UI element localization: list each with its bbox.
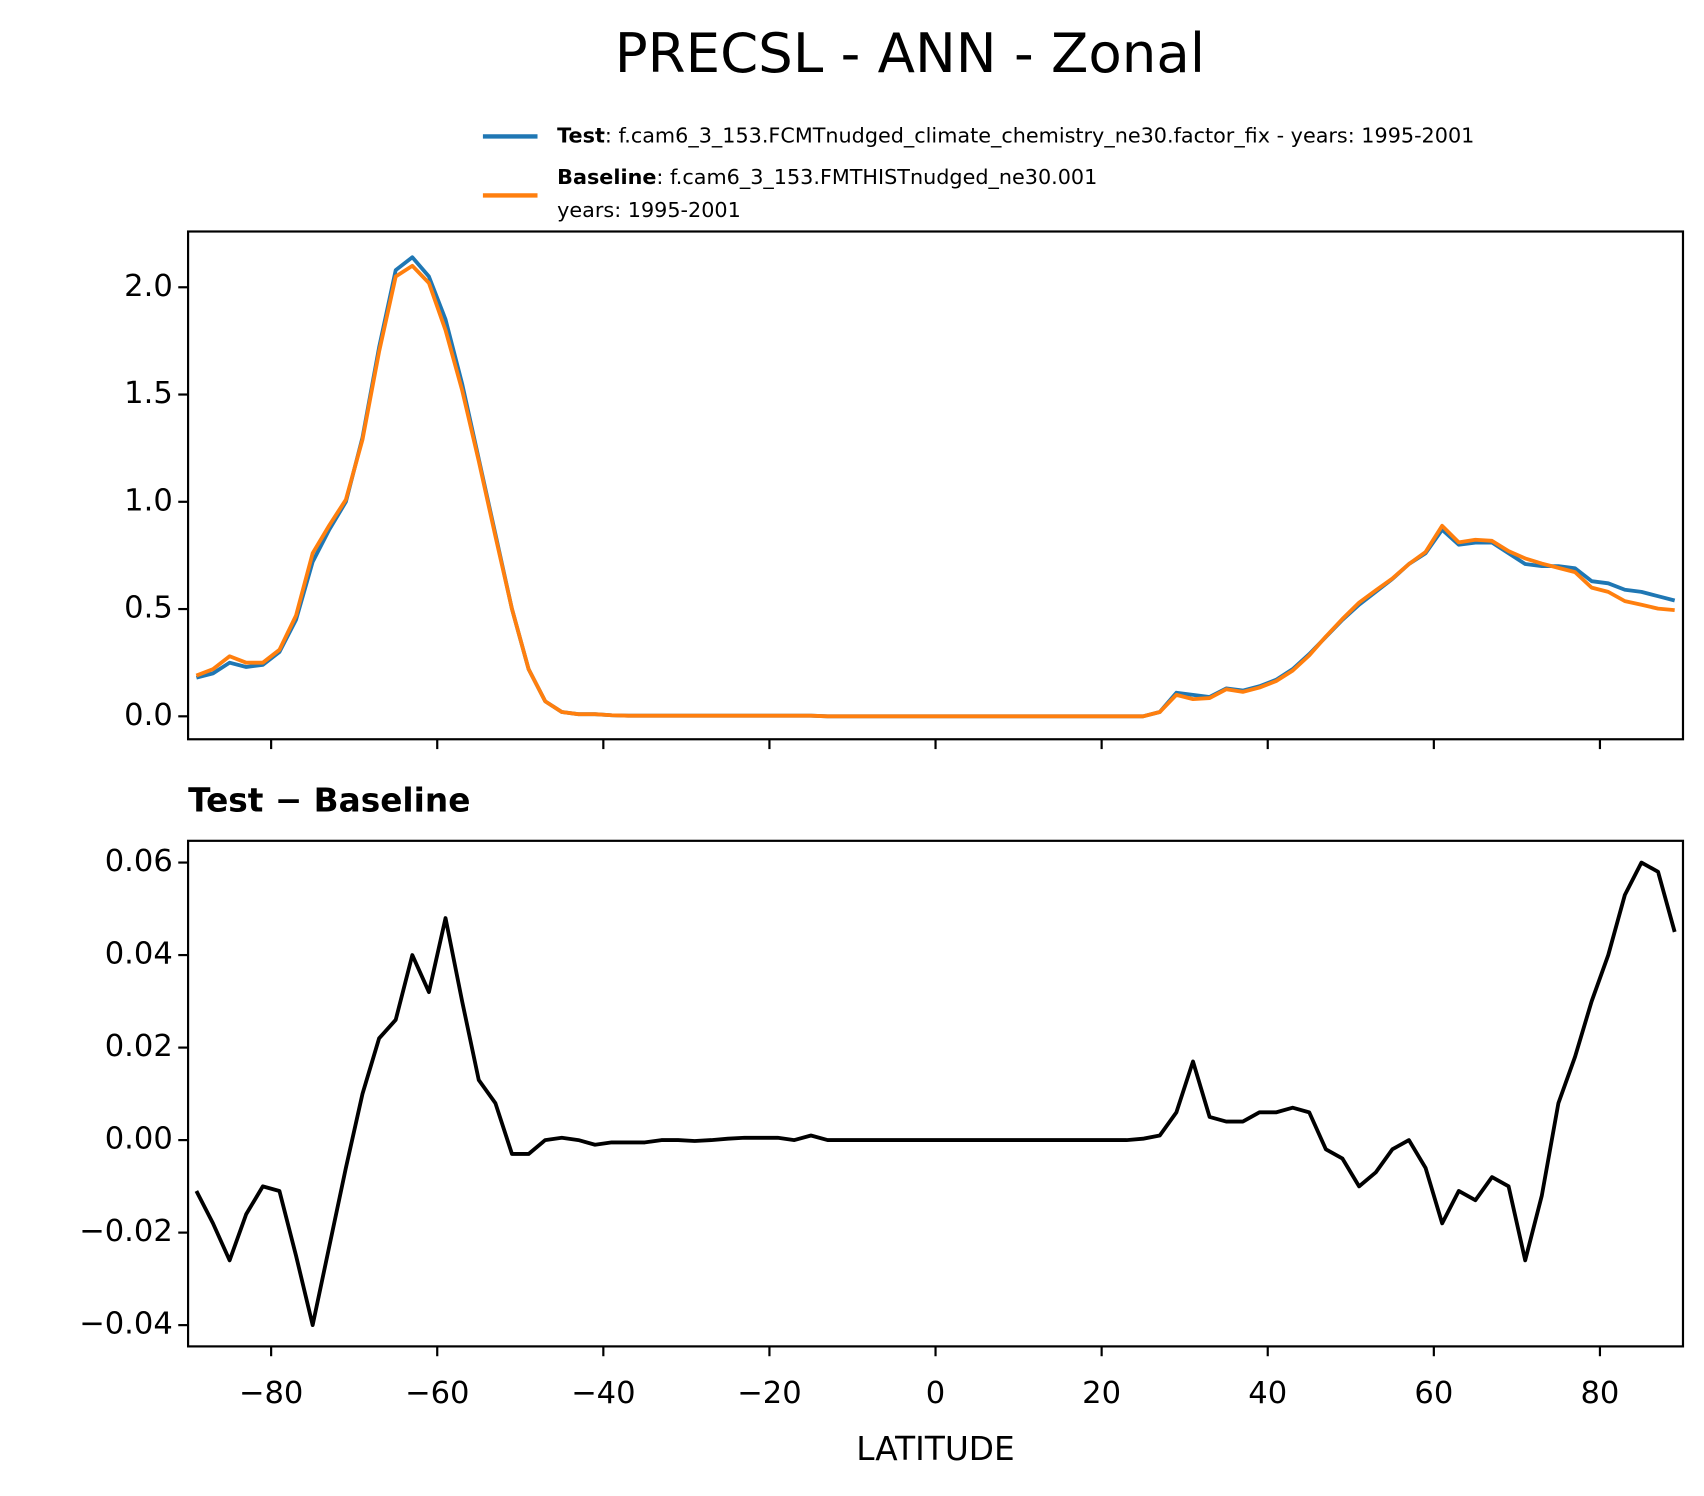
legend-name: Baseline — [557, 165, 656, 189]
x-tick-label: −20 — [737, 1376, 801, 1411]
x-tick-label: 0 — [926, 1376, 945, 1411]
legend-name: Test — [557, 123, 605, 147]
axes-frame — [186, 230, 1685, 741]
x-tick-label: 40 — [1248, 1376, 1287, 1411]
y-tick-label: 1.5 — [124, 376, 173, 411]
legend-label: Baseline: f.cam6_3_153.FMTHISTnudged_ne3… — [557, 165, 1097, 190]
series-line — [194, 860, 1677, 1328]
x-tick-label: −60 — [405, 1376, 469, 1411]
x-tick-label: 60 — [1414, 1376, 1453, 1411]
y-tick-label: 0.00 — [105, 1122, 173, 1157]
y-tick-label: 1.0 — [124, 483, 173, 518]
x-axis-label: LATITUDE — [856, 1430, 1014, 1468]
legend-label: Test: f.cam6_3_153.FCMTnudged_climate_ch… — [557, 123, 1474, 148]
series-line — [195, 255, 1676, 719]
y-tick-label: 0.06 — [105, 844, 173, 879]
y-tick-label: 0.02 — [105, 1029, 173, 1064]
y-tick-label: 0.04 — [105, 937, 173, 972]
legend-description: : f.cam6_3_153.FMTHISTnudged_ne30.001 — [656, 165, 1097, 190]
legend-description: years: 1995-2001 — [557, 198, 741, 222]
y-tick-label: 0.5 — [124, 591, 173, 626]
y-tick-label: 2.0 — [124, 269, 173, 304]
x-tick-label: 20 — [1082, 1376, 1121, 1411]
series-line — [195, 263, 1675, 719]
x-tick-label: −80 — [239, 1376, 303, 1411]
axes-title: Test − Baseline — [188, 782, 470, 820]
x-tick-label: 80 — [1580, 1376, 1619, 1411]
y-tick-label: 0.0 — [124, 698, 173, 733]
figure-title: PRECSL - ANN - Zonal — [615, 21, 1205, 85]
y-tick-label: −0.02 — [79, 1214, 173, 1249]
axes-frame — [186, 839, 1685, 1348]
legend-description: : f.cam6_3_153.FCMTnudged_climate_chemis… — [605, 123, 1474, 148]
x-tick-label: −40 — [571, 1376, 636, 1411]
y-tick-label: −0.04 — [79, 1307, 173, 1342]
